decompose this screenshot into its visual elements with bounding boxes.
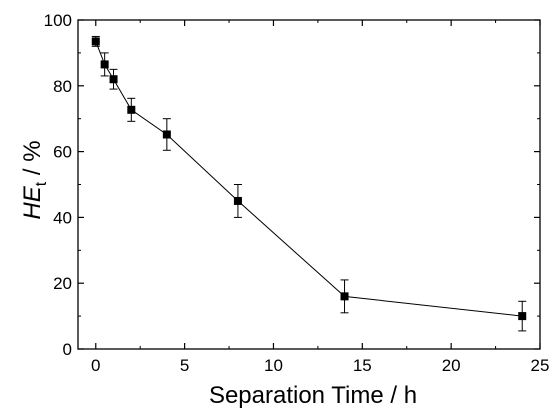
y-tick-label: 80 [53, 77, 72, 96]
data-point [109, 75, 118, 84]
data-point [340, 292, 349, 301]
data-point [233, 196, 242, 205]
y-axis-title-sub: t [33, 181, 50, 186]
x-tick-label: 15 [353, 356, 372, 375]
x-tick-label: 20 [442, 356, 461, 375]
plot-frame [77, 19, 541, 350]
data-point [518, 312, 527, 321]
y-tick-label: 20 [53, 274, 72, 293]
x-tick-label: 25 [531, 356, 550, 375]
x-tick-label: 10 [264, 356, 283, 375]
y-tick-label: 0 [63, 340, 72, 359]
y-tick-label: 40 [53, 208, 72, 227]
x-tick-label: 5 [180, 356, 189, 375]
data-point [100, 60, 109, 69]
data-point [91, 37, 100, 46]
data-point [162, 130, 171, 139]
y-axis-title: HEt / % [19, 140, 50, 219]
plot-area [77, 19, 541, 350]
y-tick-label: 100 [44, 11, 72, 30]
x-axis-title: Separation Time / h [209, 382, 417, 409]
y-axis-title-suffix: / % [19, 140, 46, 181]
y-tick-label: 60 [53, 143, 72, 162]
x-tick-label: 0 [91, 356, 100, 375]
axis-ticks: 0 5 10 15 20 25 0 20 40 60 80 100 [44, 11, 550, 375]
series-line [95, 41, 523, 317]
data-point [127, 105, 136, 114]
y-axis-title-main: HE [19, 185, 46, 219]
